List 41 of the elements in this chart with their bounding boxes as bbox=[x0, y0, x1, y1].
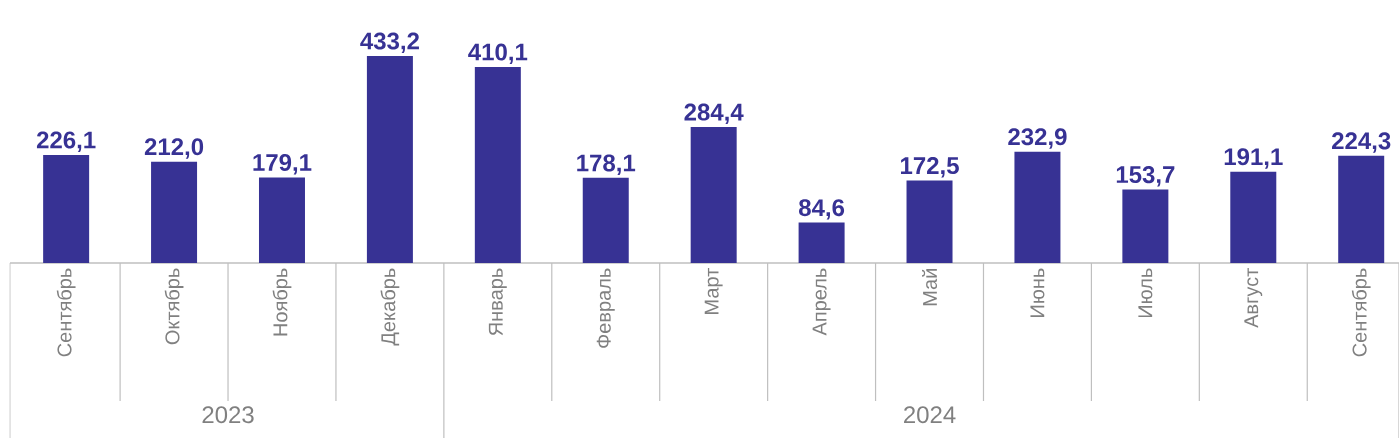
data-label: 410,1 bbox=[468, 43, 528, 65]
data-label: 224,3 bbox=[1332, 132, 1391, 153]
x-tick-label: Сентябрь bbox=[1351, 268, 1371, 357]
data-label: 212,0 bbox=[144, 138, 204, 159]
x-tick-label: Июнь bbox=[1030, 268, 1045, 317]
bar bbox=[43, 154, 90, 263]
bar bbox=[582, 177, 629, 263]
x-tick-label: Июль bbox=[1138, 268, 1153, 318]
x-tick-label: Февраль bbox=[596, 268, 615, 348]
data-label: 179,1 bbox=[253, 153, 312, 175]
bar bbox=[1338, 155, 1385, 263]
bar bbox=[906, 180, 953, 263]
x-tick-label: Сентябрь bbox=[56, 268, 76, 357]
bar bbox=[258, 177, 305, 263]
data-label: 84,6 bbox=[799, 199, 845, 220]
data-label: 178,1 bbox=[577, 154, 636, 175]
x-tick-label: Январь bbox=[488, 268, 507, 336]
x-tick-label: Май bbox=[922, 269, 938, 306]
bar bbox=[1122, 189, 1169, 263]
x-tick-label: Октябрь bbox=[164, 268, 184, 345]
data-label: 284,4 bbox=[684, 103, 744, 125]
x-tick-label: Ноябрь bbox=[272, 268, 292, 336]
data-label: 172,5 bbox=[901, 157, 959, 178]
data-label: 153,7 bbox=[1116, 166, 1175, 187]
x-tick-label: Август bbox=[1244, 268, 1263, 328]
x-tick-label: Март bbox=[704, 268, 723, 314]
data-label: 191,1 bbox=[1224, 148, 1283, 169]
x-tick-label: Декабрь bbox=[380, 268, 400, 346]
bar bbox=[366, 55, 413, 263]
text: 2023 bbox=[202, 406, 254, 424]
data-label: 226,1 bbox=[36, 131, 96, 152]
bar bbox=[1230, 171, 1277, 263]
bar bbox=[798, 222, 845, 263]
data-label: 433,2 bbox=[360, 32, 419, 53]
bar bbox=[1014, 151, 1061, 263]
data-label: 232,9 bbox=[1008, 128, 1067, 149]
text: 2024 bbox=[904, 406, 956, 424]
bar bbox=[690, 127, 737, 263]
bar bbox=[151, 161, 198, 263]
bar bbox=[474, 66, 521, 263]
x-tick-label: Апрель bbox=[812, 268, 831, 336]
